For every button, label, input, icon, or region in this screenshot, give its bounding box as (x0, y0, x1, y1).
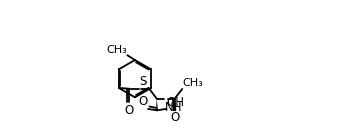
Text: NH: NH (165, 101, 182, 114)
Text: OH: OH (166, 96, 184, 109)
Polygon shape (156, 99, 158, 110)
Text: O: O (125, 104, 134, 117)
Text: O: O (171, 111, 180, 124)
Text: CH₃: CH₃ (106, 45, 127, 55)
Text: O: O (138, 95, 147, 108)
Text: S: S (139, 75, 147, 88)
Text: CH₃: CH₃ (183, 78, 203, 88)
